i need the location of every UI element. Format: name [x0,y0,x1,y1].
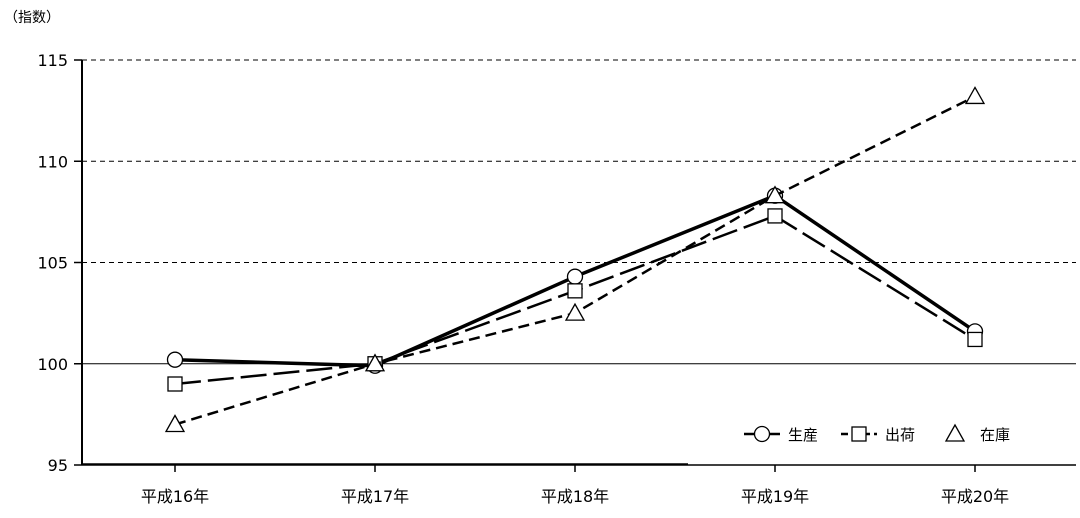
data-point-square [167,376,183,392]
series-0 [166,187,984,374]
y-tick-labels: 95 100 105 110 115 [37,51,68,475]
x-tick-label: 平成17年 [341,487,409,506]
data-point-triangle [364,353,386,372]
legend-item-production [744,425,780,443]
data-point-circle [566,268,584,285]
series-line [174,214,976,386]
legend-item-shipment [841,426,877,442]
data-point-square [567,283,583,299]
x-tick-label: 平成18年 [541,487,609,506]
series-line [174,95,976,426]
y-tick-label: 95 [48,456,68,475]
data-point-square [767,208,783,224]
data-point-triangle [564,302,586,321]
x-tick-label: 平成20年 [941,487,1009,506]
y-tick-label: 115 [37,51,68,70]
legend-label-inventory: 在庫 [980,426,1010,444]
legend-marker-square [851,426,867,442]
series-1 [167,208,983,392]
y-tick-label: 110 [37,152,68,171]
x-tick-label: 平成16年 [141,487,209,506]
y-tick-label: 105 [37,254,68,273]
y-unit-label: （指数） [4,10,60,26]
data-point-circle [166,351,184,368]
data-point-triangle [964,86,986,105]
grid [82,59,1076,365]
legend-marker-circle [753,425,771,443]
series-layer [164,86,986,433]
series-2 [164,86,986,433]
legend-label-production: 生産 [788,426,818,444]
x-tick-label: 平成19年 [741,487,809,506]
data-point-triangle [764,185,786,204]
legend-label-shipment: 出荷 [885,426,915,444]
x-tick-labels: 平成16年 平成17年 平成18年 平成19年 平成20年 [141,487,1009,506]
data-point-triangle [164,414,186,433]
legend-item-inventory [944,423,966,442]
legend: 生産 出荷 在庫 [744,423,1010,444]
y-tick-label: 100 [37,355,68,374]
legend-marker-triangle [944,423,966,442]
axes [74,59,1076,472]
data-point-square [967,331,983,348]
